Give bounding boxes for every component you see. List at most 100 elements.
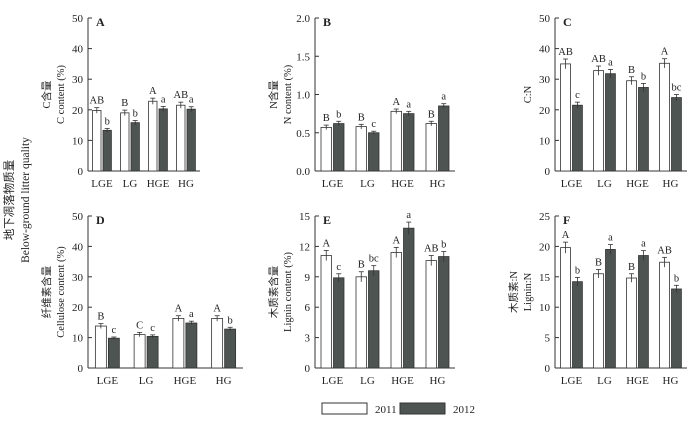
- panel-e-category-hge: HGE: [391, 375, 414, 387]
- panel-c-bar-2011-hge: [626, 80, 637, 172]
- panel-f-category-hge: HGE: [626, 375, 649, 387]
- panel-d-bar-2012-lge: [107, 337, 120, 369]
- panel-f-bar-2011-lge: [560, 247, 571, 369]
- panel-c-sig-2011-hge: B: [628, 65, 635, 76]
- panel-b-ytick-label: 2.0: [296, 13, 310, 25]
- panel-a-sig-2011-lg: B: [121, 98, 128, 109]
- panel-f-sig-2012-hge: a: [641, 239, 646, 250]
- panel-a-sig-2012-lg: b: [133, 109, 138, 120]
- panel-d-bar-2011-lg: [133, 334, 146, 369]
- panel-c-bar-2011-lge: [560, 63, 571, 172]
- panel-b-category-lg: LG: [360, 178, 375, 190]
- panel-e-bar-2011-lge: [320, 255, 332, 369]
- panel-b-ytick-label: 1.0: [296, 90, 310, 102]
- panel-a-ytick-label: 20: [72, 105, 84, 117]
- panel-e-sig-2012-hg: b: [441, 239, 446, 250]
- panel-e-category-lg: LG: [360, 375, 375, 387]
- panel-f-bar-2012-hge: [638, 255, 649, 369]
- panel-c-letter: C: [563, 15, 572, 29]
- panel-c-sig-2012-hge: b: [641, 71, 646, 82]
- panel-b-sig-2011-hg: B: [428, 109, 435, 120]
- panel-d-ytick-label: 0: [78, 363, 84, 375]
- panel-c-bar-2012-lge: [572, 104, 583, 172]
- panel-e-sig-2011-hge: A: [392, 235, 400, 246]
- panel-e-ylabel-cn: 木质素含量: [267, 265, 280, 318]
- panel-e-sig-2011-lge: A: [322, 238, 330, 249]
- panel-d-ytick-label: 30: [72, 272, 84, 284]
- panel-f-sig-2012-lge: b: [575, 265, 580, 276]
- panel-a-bar-2012-hge: [158, 108, 168, 172]
- panel-d-sig-2011-lge: B: [97, 312, 104, 323]
- panel-d-bar-2012-lg: [146, 335, 159, 369]
- panel-a-ytick-label: 10: [72, 135, 84, 147]
- panel-c-category-lge: LGE: [561, 178, 583, 190]
- panel-c-bar-2012-hg: [671, 97, 682, 172]
- panel-e-category-lge: LGE: [322, 375, 344, 387]
- panel-f-bar-2012-lge: [572, 281, 583, 369]
- panel-d-ylabel-en: Cellulose content (%): [56, 246, 67, 338]
- panel-a-ytick-label: 0: [78, 166, 84, 178]
- panel-d-sig-2011-hg: A: [213, 304, 221, 315]
- panel-f-sig-2011-hge: B: [628, 262, 635, 273]
- panel-c-bar-2012-lg: [605, 73, 616, 172]
- panel-d-sig-2012-lge: c: [112, 325, 117, 336]
- panel-c-ytick-label: 0: [545, 166, 551, 178]
- panel-a-sig-2011-lge: AB: [90, 96, 105, 107]
- panel-d-letter: D: [96, 213, 105, 227]
- panel-c-ytick-label: 40: [539, 44, 551, 56]
- panel-e-ytick-label: 0: [305, 363, 311, 375]
- panel-e-bar-2011-hge: [390, 252, 402, 369]
- panel-a-sig-2011-hge: A: [149, 86, 157, 97]
- panel-d: 0 10 20 30 40 50 D 纤维素含量 Cellulose content (%) Bc…: [40, 211, 243, 387]
- panel-c-ytick-label: 30: [539, 74, 551, 86]
- panel-b-sig-2012-hge: a: [406, 99, 411, 110]
- panel-f: 0 5 10 15 20 25 F 木质素:N Lignin:N Ab LGE Ba LG Ba HGE AB…: [507, 211, 687, 387]
- panel-b-sig-2012-hg: a: [441, 92, 446, 103]
- panel-b-ytick-label: 1.5: [296, 51, 310, 63]
- panel-d-bar-2012-hg: [224, 328, 237, 369]
- panel-c-sig-2011-lg: AB: [591, 54, 606, 65]
- panel-a-bar-2012-hg: [186, 108, 196, 172]
- panel-e-bar-2012-lge: [333, 277, 345, 369]
- panel-b-bar-2011-lg: [355, 126, 367, 172]
- panel-c-bar-2012-hge: [638, 87, 649, 172]
- panel-e-bar-2012-hg: [438, 256, 450, 369]
- panel-d-ytick-label: 40: [72, 241, 84, 253]
- panel-b-sig-2012-lg: c: [371, 119, 376, 130]
- panel-c-category-hg: HG: [663, 178, 679, 190]
- panel-f-letter: F: [563, 213, 570, 227]
- panel-f-ylabel-cn: 木质素:N: [507, 271, 520, 313]
- panel-d-category-hge: HGE: [174, 375, 197, 387]
- panel-a-sig-2012-hg: a: [189, 95, 194, 106]
- panel-a-bar-2012-lge: [102, 129, 112, 172]
- panel-c-sig-2012-lg: a: [608, 57, 613, 68]
- figure-ylabel-cn: 地下凋落物质量: [2, 160, 16, 241]
- panel-d-ytick-label: 50: [72, 211, 84, 223]
- panel-a-ytick-label: 40: [72, 44, 84, 56]
- panel-d-ylabel-cn: 纤维素含量: [40, 265, 53, 318]
- panel-b-category-hge: HGE: [391, 178, 414, 190]
- panel-d-ytick-label: 10: [72, 333, 84, 345]
- panel-c-ylabel-en: C:N: [523, 85, 534, 103]
- panel-c-bar-2011-hg: [659, 62, 670, 172]
- panel-b-ytick-label: 0.0: [296, 166, 310, 178]
- panel-e-sig-2011-lg: B: [358, 260, 365, 271]
- panel-e-ylabel-en: Lignin content (%): [283, 252, 294, 332]
- panel-e-ytick-label: 12: [299, 241, 310, 253]
- panel-a-sig-2011-hg: AB: [174, 90, 189, 101]
- panel-e-sig-2011-hg: AB: [424, 244, 439, 255]
- panel-f-sig-2011-lge: A: [562, 230, 570, 241]
- panel-b-bar-2012-hge: [403, 113, 415, 172]
- panel-a-bar-2011-lge: [92, 110, 102, 172]
- panel-c-category-lg: LG: [597, 178, 612, 190]
- panel-b-bar-2011-hge: [390, 110, 402, 172]
- panel-e: 0 3 6 9 12 15 E 木质素含量 Lignin content (%) Ac LGE Bbc…: [267, 210, 455, 387]
- panel-d-sig-2011-hge: A: [175, 304, 183, 315]
- panel-b-sig-2011-lge: B: [323, 113, 330, 124]
- panel-c-sig-2012-hg: bc: [671, 83, 681, 94]
- panel-f-category-lg: LG: [597, 375, 612, 387]
- legend-swatch-2011: [321, 402, 368, 415]
- panel-d-bar-2011-hge: [172, 318, 185, 369]
